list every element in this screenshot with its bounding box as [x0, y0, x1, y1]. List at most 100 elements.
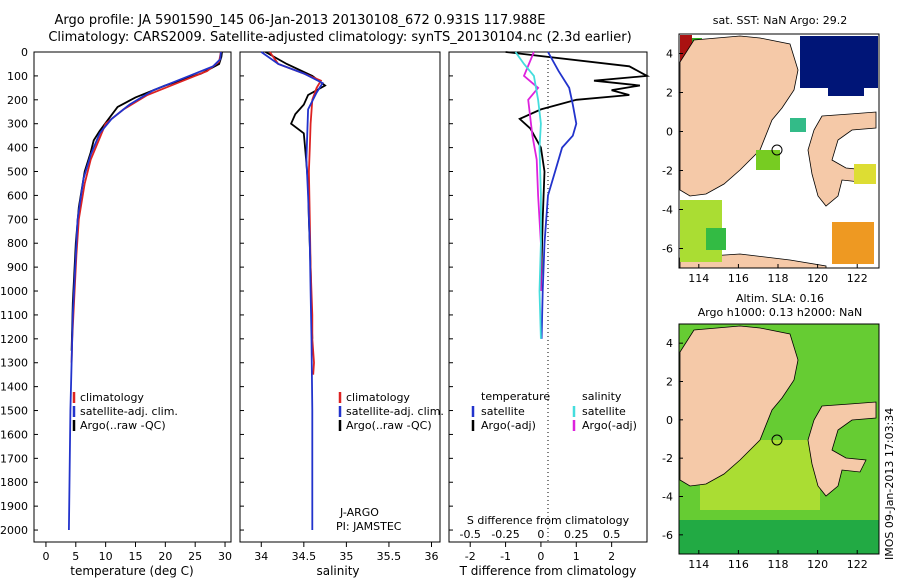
depth-tick-label: 500	[7, 166, 28, 179]
depth-tick-label: 100	[7, 70, 28, 83]
temp-series	[68, 51, 223, 531]
depth-tick-label: 300	[7, 118, 28, 131]
sst-map-argo-marker	[771, 144, 783, 156]
sla-map-land-borneo	[679, 325, 799, 487]
lon-tick-label: 114	[688, 558, 709, 571]
s-tick-label: 0	[537, 528, 544, 541]
depth-tick-label: 1300	[0, 357, 28, 370]
lon-tick-label: 116	[728, 272, 749, 285]
depth-tick-label: 1600	[0, 428, 28, 441]
diff-s-satellite-line	[514, 51, 542, 339]
x-tick-label: 0	[537, 550, 544, 563]
sla-map	[678, 323, 880, 555]
lat-tick-label: 2	[666, 376, 673, 389]
sla-map-title-1: Altim. SLA: 0.16	[736, 292, 824, 305]
lon-tick-label: 122	[847, 558, 868, 571]
sst-map-data-patch-sw-2	[706, 228, 726, 250]
sal-satellite-line	[260, 51, 324, 530]
diff-legend-t-argo: Argo(-adj)	[481, 419, 536, 432]
diff-xlabel: T difference from climatology	[459, 564, 637, 578]
sst-map-axes: 114 116 118 120 122 4 2 0 -2 -4 -6	[662, 48, 868, 286]
depth-tick-label: 400	[7, 142, 28, 155]
sst-map-data-patch-teal	[790, 118, 806, 132]
sal-legend-climatology: climatology	[346, 391, 410, 404]
sal-legend-satellite: satellite-adj. clim.	[346, 405, 444, 418]
depth-tick-label: 1400	[0, 381, 28, 394]
sal-note-program: J-ARGO	[339, 506, 379, 519]
sst-map-data-patch-ne	[800, 36, 878, 88]
sal-legend-argo: Argo(..raw -QC)	[346, 419, 432, 432]
x-tick-label: 20	[158, 550, 172, 563]
diff-legend-t-satellite: satellite	[481, 405, 525, 418]
depth-tick-label: 700	[7, 213, 28, 226]
sla-map-axes: 114 116 118 120 122 4 2 0 -2 -4 -6	[662, 337, 868, 571]
lat-tick-label: 0	[666, 126, 673, 139]
x-tick-label: 0	[42, 550, 49, 563]
x-tick-label: 1	[573, 550, 580, 563]
sst-map-land-borneo	[679, 35, 799, 197]
sal-xaxis: 34 34.5 35 35.5 36	[254, 542, 438, 563]
depth-tick-label: 900	[7, 261, 28, 274]
lon-tick-label: 118	[768, 272, 789, 285]
diff-legend-s-satellite: satellite	[582, 405, 626, 418]
temp-argo-line	[70, 51, 223, 351]
sal-note-pi: PI: JAMSTEC	[336, 520, 402, 533]
sla-map-land-sulawesi	[807, 401, 877, 497]
lat-tick-label: 4	[666, 337, 673, 350]
sal-panel-frame	[239, 51, 441, 543]
diff-top-label: S difference from climatology	[467, 514, 630, 527]
temp-legend: climatology satellite-adj. clim. Argo(..…	[72, 391, 178, 432]
sal-legend: climatology satellite-adj. clim. Argo(..…	[338, 391, 444, 432]
diff-series	[505, 51, 651, 339]
x-tick-label: 15	[128, 550, 142, 563]
sst-map-data-patch-east	[854, 164, 876, 184]
title-line-1: Argo profile: JA 5901590_145 06-Jan-2013…	[55, 13, 546, 28]
temp-satellite-line	[68, 51, 222, 531]
lon-tick-label: 120	[807, 558, 828, 571]
s-tick-label: -0.5	[459, 528, 480, 541]
x-tick-label: 34	[254, 550, 268, 563]
lat-tick-label: 0	[666, 414, 673, 427]
lon-tick-label: 120	[807, 272, 828, 285]
lat-tick-label: -6	[662, 529, 673, 542]
diff-t-argo-line	[505, 51, 651, 292]
x-tick-label: 2	[608, 550, 615, 563]
x-tick-label: 35	[339, 550, 353, 563]
temp-legend-argo: Argo(..raw -QC)	[80, 419, 166, 432]
temp-legend-satellite: satellite-adj. clim.	[80, 405, 178, 418]
s-tick-label: 0.5	[603, 528, 621, 541]
depth-tick-label: 2000	[0, 524, 28, 537]
sst-map-title: sat. SST: NaN Argo: 29.2	[713, 14, 847, 27]
x-tick-label: 5	[72, 550, 79, 563]
temp-climatology-line	[70, 51, 222, 363]
temp-legend-climatology: climatology	[80, 391, 144, 404]
sst-map-data-patch-ne-2	[828, 84, 864, 96]
sal-series	[260, 51, 327, 530]
lat-tick-label: -4	[662, 204, 673, 217]
x-tick-label: 35.5	[377, 550, 402, 563]
lat-tick-label: 2	[666, 87, 673, 100]
diff-legend-temperature-title: temperature	[481, 390, 550, 403]
depth-tick-label: 1500	[0, 405, 28, 418]
s-tick-label: 0.25	[564, 528, 589, 541]
x-tick-label: 30	[218, 550, 232, 563]
sst-map-frame	[678, 33, 880, 269]
lon-tick-label: 118	[768, 558, 789, 571]
x-tick-label: 10	[99, 550, 113, 563]
sst-map-data-patch-se	[832, 222, 874, 264]
imos-watermark: IMOS 09-Jan-2013 17:03:34	[883, 408, 896, 560]
depth-tick-label: 800	[7, 237, 28, 250]
s-tick-label: -0.25	[491, 528, 519, 541]
lon-tick-label: 116	[728, 558, 749, 571]
depth-tick-label: 1900	[0, 500, 28, 513]
x-tick-label: 34.5	[292, 550, 317, 563]
depth-tick-label: 1800	[0, 476, 28, 489]
sla-map-frame	[678, 323, 880, 555]
depth-tick-label: 0	[21, 46, 28, 59]
diff-s-argo-line	[522, 51, 542, 291]
sla-map-argo-marker	[771, 434, 783, 446]
depth-tick-label: 1200	[0, 333, 28, 346]
diff-xaxis: -2 -1 0 1 2	[465, 542, 615, 563]
x-tick-label: -1	[500, 550, 511, 563]
title-line-2: Climatology: CARS2009. Satellite-adjuste…	[48, 30, 631, 45]
